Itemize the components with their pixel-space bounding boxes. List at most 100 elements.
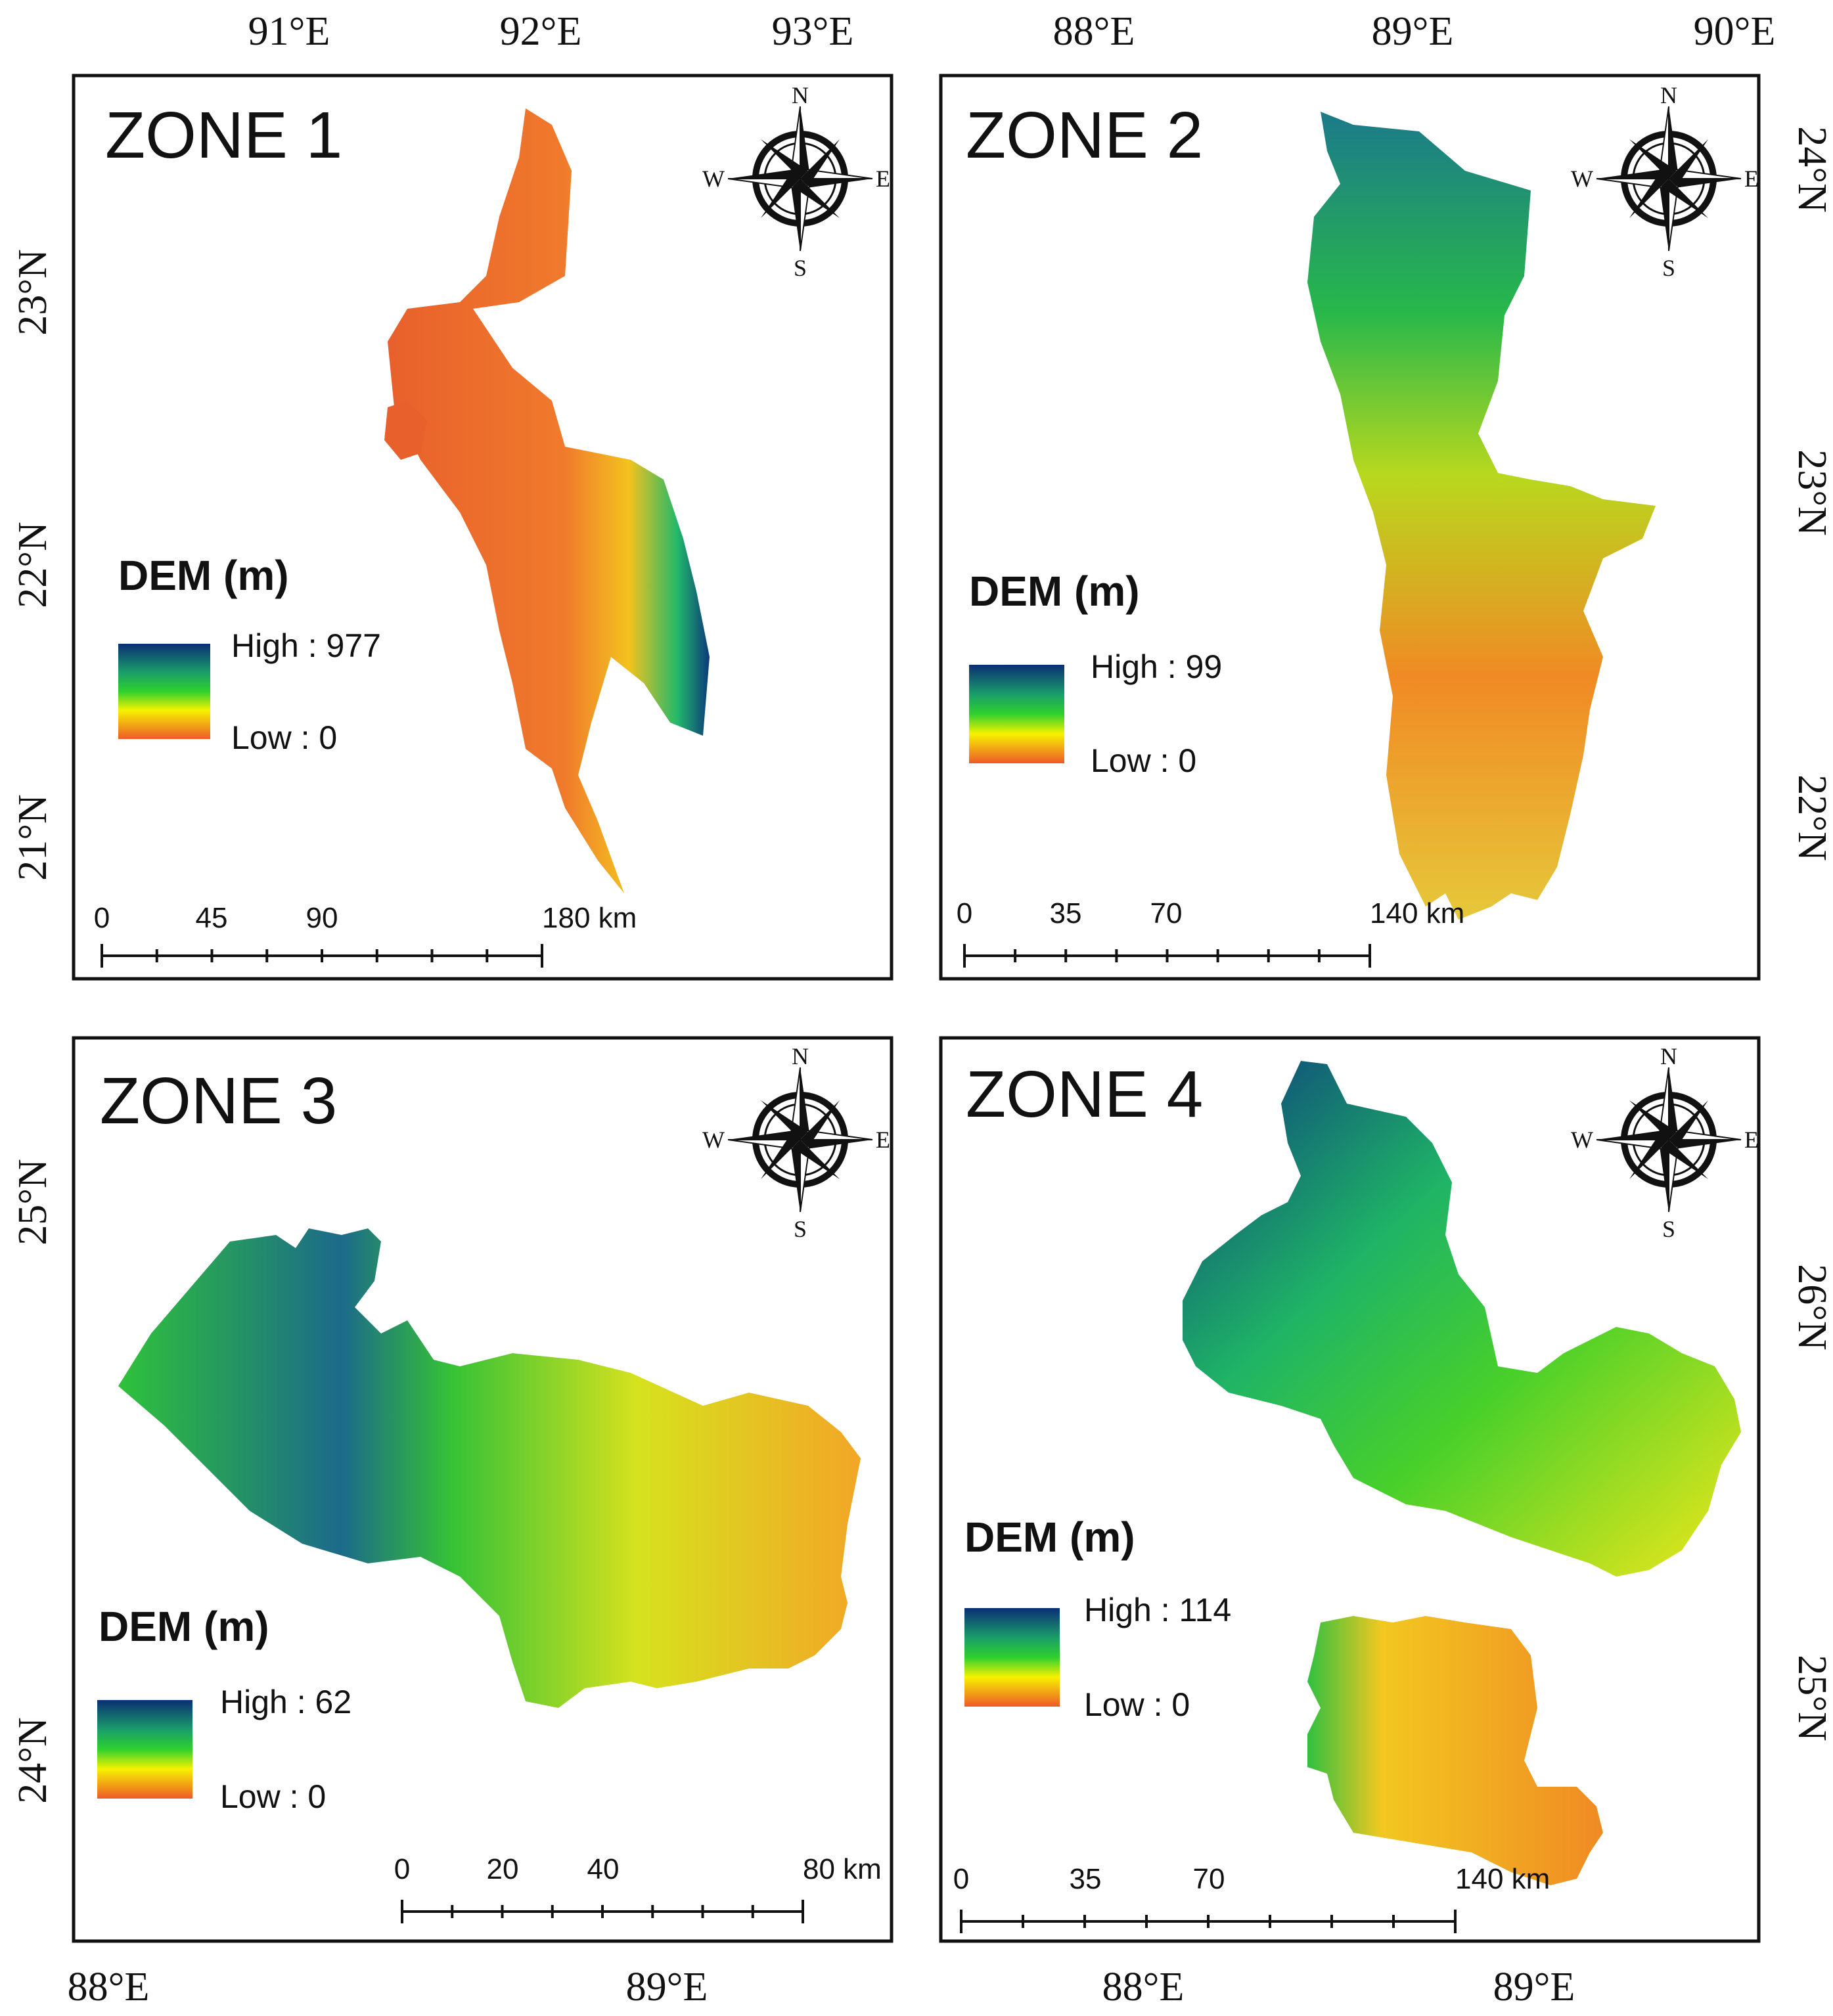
panel-title: ZONE 2	[966, 99, 1203, 172]
legend-low-label: Low : 0	[231, 719, 337, 756]
legend-low-label: Low : 0	[1084, 1686, 1190, 1723]
compass-w-label: W	[1571, 1127, 1593, 1153]
compass-point-dark	[1669, 106, 1679, 179]
compass-point-dark	[800, 179, 872, 189]
longitude-label: 90°E	[1694, 9, 1776, 54]
dem-region	[1307, 112, 1656, 920]
compass-point-dark	[790, 179, 800, 251]
longitude-label: 89°E	[626, 1965, 708, 2009]
compass-w-label: W	[702, 1127, 725, 1153]
dem-region	[388, 108, 710, 893]
compass-point-dark	[1658, 179, 1669, 251]
compass-diagonal-point	[761, 1100, 808, 1140]
panel-title: ZONE 3	[100, 1064, 337, 1138]
longitude-label: 93°E	[772, 9, 854, 54]
compass-w-label: W	[1571, 166, 1593, 192]
latitude-label: 24°N	[11, 1717, 55, 1804]
dem-region-secondary	[384, 401, 427, 460]
compass-point-dark	[800, 1140, 872, 1150]
compass-e-label: E	[876, 1127, 890, 1153]
scale-bar-label: 70	[1193, 1863, 1225, 1895]
legend-high-label: High : 99	[1091, 648, 1222, 685]
latitude-label: 22°N	[1790, 774, 1833, 861]
compass-point-dark	[728, 168, 800, 179]
scale-bar-label: 70	[1150, 897, 1183, 930]
legend-title: DEM (m)	[99, 1603, 269, 1650]
compass-e-label: E	[1744, 166, 1759, 192]
latitude-label: 21°N	[11, 794, 55, 881]
compass-rose-icon: N S E W	[1571, 82, 1759, 281]
legend-color-ramp	[97, 1700, 192, 1799]
compass-point-dark	[1596, 1129, 1669, 1140]
compass-point-dark	[800, 106, 811, 179]
compass-point-dark	[1658, 1140, 1669, 1212]
compass-diagonal-point	[1669, 1100, 1708, 1148]
compass-n-label: N	[1660, 82, 1677, 108]
longitude-label: 88°E	[68, 1965, 150, 2009]
legend-high-label: High : 62	[220, 1684, 351, 1720]
scale-bar-label: 0	[94, 902, 110, 934]
compass-rose-icon: N S E W	[702, 82, 890, 281]
compass-diagonal-point	[792, 179, 840, 218]
legend-high-label: High : 114	[1084, 1592, 1231, 1628]
scale-bar: 0 35 70 140 km	[957, 897, 1464, 968]
compass-diagonal-point	[800, 139, 840, 187]
scale-bar-label: 0	[957, 897, 972, 930]
scale-bar-label: 90	[306, 902, 338, 934]
panel-title: ZONE 1	[105, 99, 342, 172]
legend-high-label: High : 977	[231, 627, 381, 664]
legend-low-label: Low : 0	[220, 1778, 326, 1815]
dem-region	[1183, 1061, 1741, 1577]
compass-e-label: E	[1744, 1127, 1759, 1153]
compass-diagonal-point	[761, 139, 808, 179]
scale-bar-label: 45	[196, 902, 228, 934]
scale-bar-label: 140 km	[1455, 1863, 1550, 1895]
legend-color-ramp	[964, 1608, 1060, 1707]
dem-legend: DEM (m) High : 99 Low : 0	[969, 568, 1222, 779]
legend-title: DEM (m)	[118, 552, 289, 599]
compass-diagonal-point	[1629, 1132, 1669, 1179]
scale-bar-label: 20	[487, 1853, 519, 1885]
compass-n-label: N	[792, 82, 809, 108]
compass-n-label: N	[792, 1043, 809, 1069]
dem-legend: DEM (m) High : 977 Low : 0	[118, 552, 381, 756]
panel-title: ZONE 4	[966, 1058, 1203, 1131]
compass-diagonal-point	[761, 171, 800, 218]
scale-bar-label: 180 km	[542, 902, 637, 934]
scale-bar-label: 40	[587, 1853, 620, 1885]
compass-point-dark	[1669, 1140, 1741, 1150]
legend-title: DEM (m)	[964, 1513, 1135, 1561]
scale-bar: 0 20 40 80 km	[394, 1853, 882, 1923]
compass-diagonal-point	[1661, 179, 1708, 218]
map-panel-zone-2: ZONE 2 DEM (m) High : 99 Low : 0 N S E W 0 35 70 14…	[939, 9, 1833, 981]
dem-legend: DEM (m) High : 62 Low : 0	[97, 1603, 351, 1815]
legend-title: DEM (m)	[969, 568, 1140, 615]
compass-rose-icon: N S E W	[702, 1043, 890, 1242]
longitude-label: 89°E	[1372, 9, 1454, 54]
scale-bar-label: 0	[953, 1863, 969, 1895]
compass-diagonal-point	[1669, 139, 1708, 187]
compass-s-label: S	[1662, 1216, 1675, 1242]
compass-point-dark	[1669, 179, 1741, 189]
compass-e-label: E	[876, 166, 890, 192]
longitude-label: 92°E	[500, 9, 582, 54]
dem-legend: DEM (m) High : 114 Low : 0	[964, 1513, 1231, 1723]
compass-s-label: S	[794, 1216, 807, 1242]
latitude-label: 24°N	[1790, 126, 1833, 213]
compass-point-dark	[1596, 168, 1669, 179]
dem-region	[118, 1228, 861, 1708]
scale-bar-label: 140 km	[1370, 897, 1464, 930]
dem-region-secondary	[1307, 1616, 1603, 1885]
compass-diagonal-point	[800, 1100, 840, 1148]
latitude-label: 25°N	[1790, 1655, 1833, 1741]
compass-point-dark	[728, 1129, 800, 1140]
compass-diagonal-point	[1629, 1100, 1677, 1140]
legend-low-label: Low : 0	[1091, 742, 1196, 779]
compass-diagonal-point	[761, 1132, 800, 1179]
compass-w-label: W	[702, 166, 725, 192]
compass-point-dark	[1669, 1067, 1679, 1140]
longitude-label: 88°E	[1102, 1965, 1185, 2009]
map-panel-zone-4: ZONE 4 DEM (m) High : 114 Low : 0 N S E W 0 35 70 1…	[939, 1036, 1833, 2009]
compass-diagonal-point	[1629, 139, 1677, 179]
